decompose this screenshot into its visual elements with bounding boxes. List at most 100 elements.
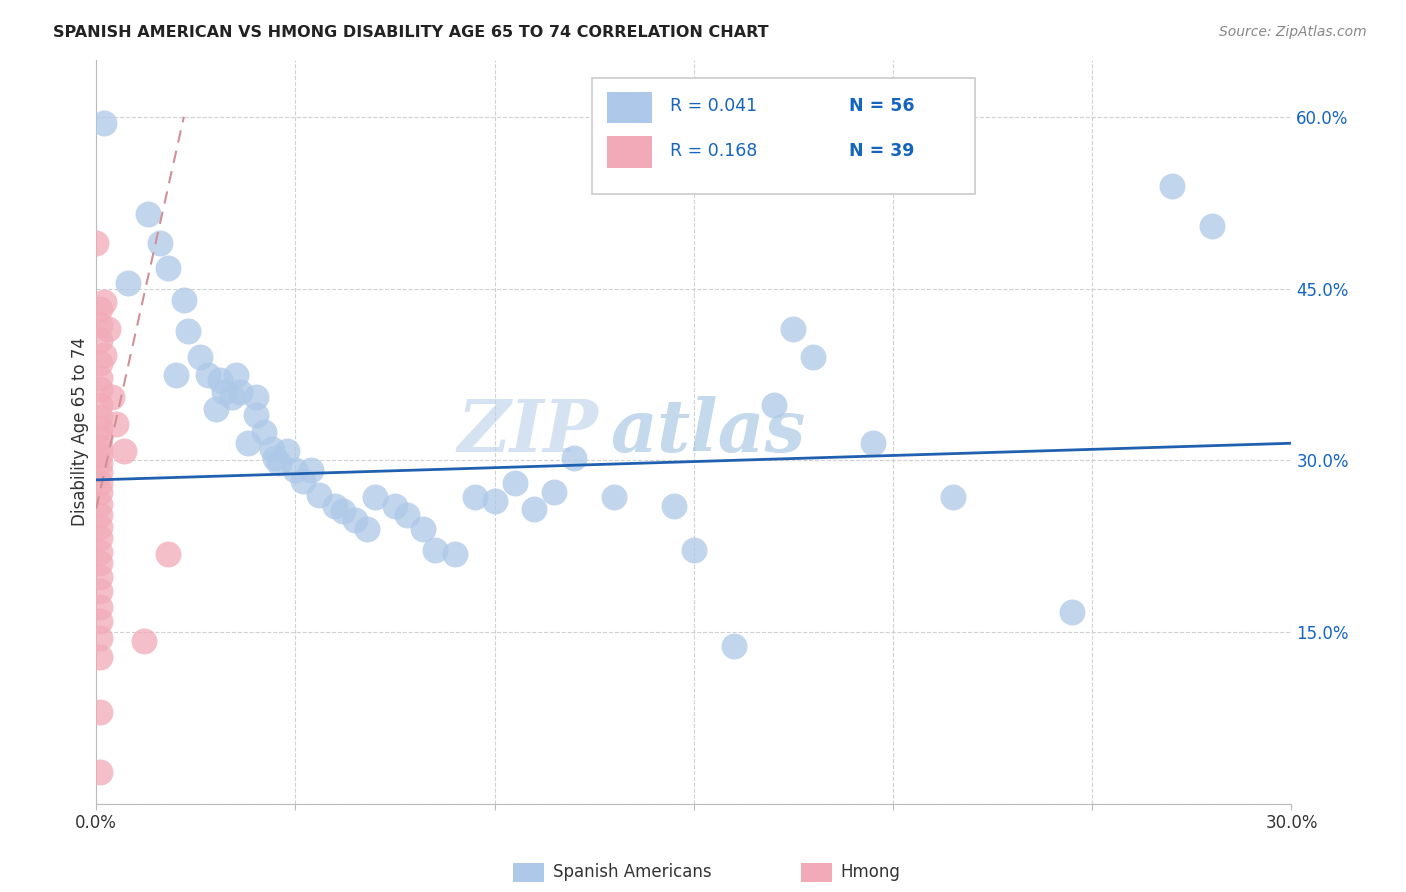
- Text: R = 0.041: R = 0.041: [669, 97, 756, 115]
- Point: [1161, 178, 1184, 193]
- Text: Hmong: Hmong: [841, 863, 901, 881]
- Point: [260, 442, 283, 456]
- Point: [276, 444, 298, 458]
- Point: [236, 436, 259, 450]
- Point: [89, 465, 111, 479]
- Point: [89, 570, 111, 584]
- Text: SPANISH AMERICAN VS HMONG DISABILITY AGE 65 TO 74 CORRELATION CHART: SPANISH AMERICAN VS HMONG DISABILITY AGE…: [53, 25, 769, 40]
- Point: [188, 351, 211, 365]
- Point: [245, 408, 267, 422]
- Point: [562, 451, 585, 466]
- Point: [221, 391, 243, 405]
- Point: [89, 456, 111, 470]
- Point: [89, 584, 111, 599]
- Y-axis label: Disability Age 65 to 74: Disability Age 65 to 74: [72, 337, 89, 526]
- Point: [308, 488, 330, 502]
- Point: [89, 302, 111, 317]
- Text: ZIP: ZIP: [457, 396, 598, 467]
- Point: [862, 436, 884, 450]
- Point: [723, 639, 745, 653]
- Point: [228, 384, 250, 399]
- FancyBboxPatch shape: [592, 78, 974, 194]
- Point: [89, 600, 111, 615]
- Point: [89, 557, 111, 571]
- Point: [384, 500, 406, 514]
- Point: [292, 474, 315, 488]
- Point: [84, 235, 107, 250]
- Point: [782, 322, 804, 336]
- Point: [89, 508, 111, 523]
- Point: [197, 368, 219, 382]
- Point: [89, 333, 111, 347]
- Point: [89, 485, 111, 500]
- Text: R = 0.168: R = 0.168: [669, 142, 758, 161]
- Point: [412, 522, 434, 536]
- Point: [801, 351, 824, 365]
- Point: [89, 531, 111, 545]
- Point: [89, 545, 111, 559]
- Point: [89, 356, 111, 370]
- Point: [543, 485, 565, 500]
- Point: [93, 115, 115, 129]
- Point: [464, 490, 486, 504]
- Point: [165, 368, 187, 382]
- Point: [156, 260, 179, 275]
- Point: [364, 490, 387, 504]
- Point: [89, 399, 111, 413]
- Point: [299, 462, 322, 476]
- Point: [136, 207, 159, 221]
- Text: N = 39: N = 39: [849, 142, 914, 161]
- Point: [484, 493, 506, 508]
- Point: [89, 476, 111, 491]
- Point: [89, 497, 111, 511]
- Point: [443, 547, 465, 561]
- Point: [89, 440, 111, 454]
- Point: [173, 293, 195, 307]
- Point: [89, 631, 111, 645]
- Point: [101, 391, 124, 405]
- Point: [269, 456, 291, 470]
- Point: [762, 399, 785, 413]
- Point: [89, 409, 111, 424]
- Point: [252, 425, 274, 439]
- Text: N = 56: N = 56: [849, 97, 915, 115]
- Point: [503, 476, 526, 491]
- Point: [132, 634, 155, 648]
- Point: [662, 500, 685, 514]
- Point: [212, 384, 235, 399]
- Point: [89, 650, 111, 665]
- Point: [682, 542, 704, 557]
- Point: [603, 490, 626, 504]
- Point: [89, 383, 111, 397]
- Point: [204, 401, 226, 416]
- Point: [93, 348, 115, 362]
- Text: atlas: atlas: [610, 396, 806, 467]
- Bar: [606, 136, 652, 168]
- Point: [93, 295, 115, 310]
- Point: [245, 391, 267, 405]
- Point: [89, 430, 111, 444]
- Point: [264, 451, 287, 466]
- Point: [177, 324, 200, 338]
- Point: [89, 706, 111, 720]
- Point: [112, 444, 135, 458]
- Point: [332, 504, 354, 518]
- Point: [942, 490, 965, 504]
- Point: [89, 448, 111, 462]
- Point: [89, 520, 111, 534]
- Point: [89, 764, 111, 779]
- Point: [156, 547, 179, 561]
- Point: [323, 500, 346, 514]
- Text: Spanish Americans: Spanish Americans: [553, 863, 711, 881]
- Point: [523, 501, 546, 516]
- Point: [395, 508, 418, 523]
- Point: [208, 373, 231, 387]
- Bar: [606, 92, 652, 123]
- Point: [225, 368, 247, 382]
- Point: [117, 276, 139, 290]
- Point: [1062, 605, 1084, 619]
- Point: [423, 542, 446, 557]
- Point: [97, 322, 120, 336]
- Point: [344, 513, 367, 527]
- Point: [149, 235, 172, 250]
